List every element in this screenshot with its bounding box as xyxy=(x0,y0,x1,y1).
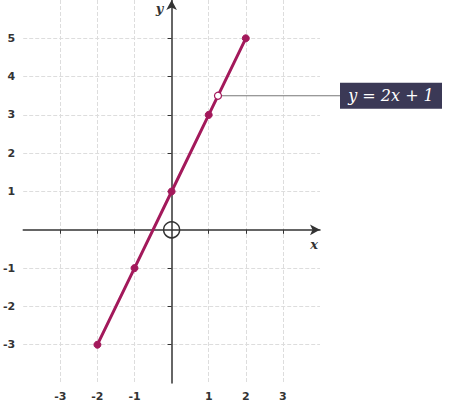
svg-text:y = 2x + 1: y = 2x + 1 xyxy=(347,86,434,105)
svg-text:-2: -2 xyxy=(3,300,15,313)
svg-text:2: 2 xyxy=(242,390,250,402)
svg-text:1: 1 xyxy=(8,185,16,198)
svg-text:4: 4 xyxy=(8,70,16,83)
svg-text:-2: -2 xyxy=(91,390,103,402)
svg-text:-3: -3 xyxy=(54,390,66,402)
svg-text:5: 5 xyxy=(8,32,16,45)
svg-text:2: 2 xyxy=(8,147,16,160)
svg-text:y: y xyxy=(155,1,165,16)
svg-text:1: 1 xyxy=(205,390,213,402)
svg-text:-1: -1 xyxy=(128,390,140,402)
svg-text:x: x xyxy=(309,237,318,252)
svg-text:-3: -3 xyxy=(3,338,15,351)
svg-text:3: 3 xyxy=(279,390,287,402)
svg-text:-1: -1 xyxy=(3,262,15,275)
svg-text:3: 3 xyxy=(8,108,16,121)
